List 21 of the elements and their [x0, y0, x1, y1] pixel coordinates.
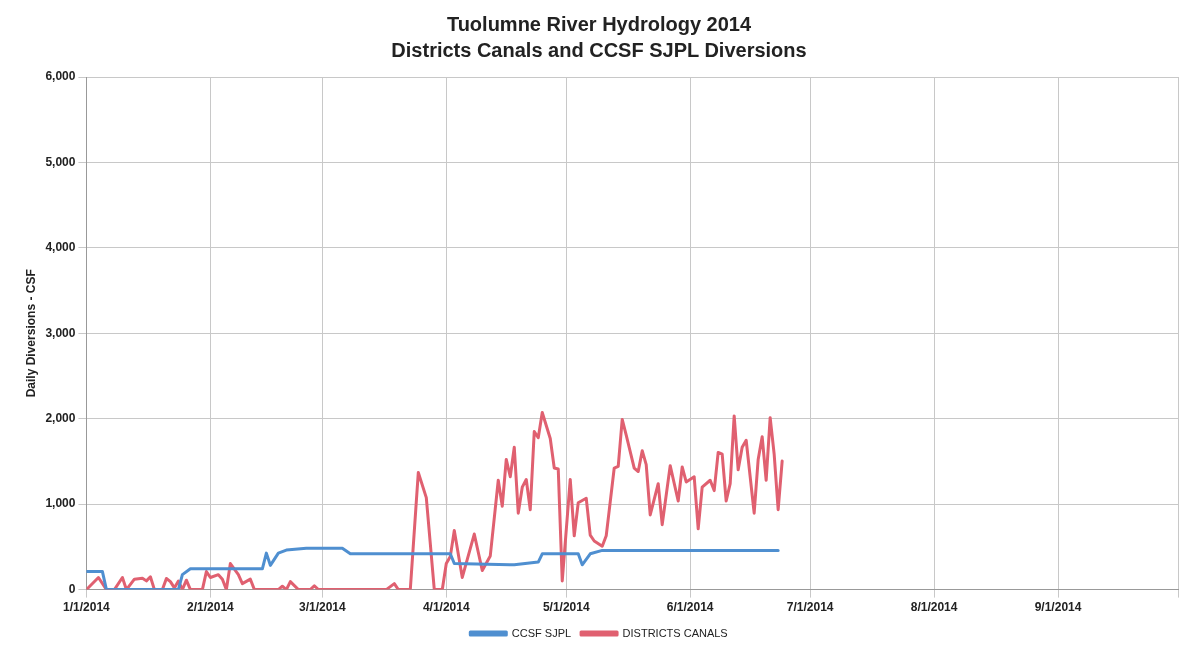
- x-tick-label: 2/1/2014: [187, 600, 235, 615]
- y-tick-label: 2,000: [45, 411, 76, 426]
- x-tick-label: 1/1/2014: [63, 600, 111, 615]
- x-tick-label: 6/1/2014: [666, 600, 714, 615]
- legend-label: CCSF SJPL: [511, 626, 572, 639]
- chart-title: Tuolumne River Hydrology 2014: [446, 12, 752, 35]
- y-tick-label: 4,000: [45, 240, 76, 255]
- y-tick-label: 1,000: [45, 496, 76, 511]
- chart-subtitle: Districts Canals and CCSF SJPL Diversions: [391, 38, 807, 61]
- x-tick-label: 5/1/2014: [542, 600, 590, 615]
- x-tick-label: 7/1/2014: [786, 600, 834, 615]
- x-tick-label: 3/1/2014: [298, 600, 347, 615]
- y-tick-label: 5,000: [45, 154, 76, 169]
- y-axis-title: Daily Diversions - CSF: [23, 269, 38, 398]
- x-tick-label: 9/1/2014: [1034, 600, 1082, 615]
- legend-label: DISTRICTS CANALS: [622, 626, 728, 639]
- y-tick-label: 6,000: [45, 69, 76, 84]
- y-tick-label: 0: [68, 581, 76, 596]
- x-tick-label: 8/1/2014: [910, 600, 958, 615]
- x-tick-label: 4/1/2014: [422, 600, 470, 615]
- y-tick-label: 3,000: [45, 325, 76, 340]
